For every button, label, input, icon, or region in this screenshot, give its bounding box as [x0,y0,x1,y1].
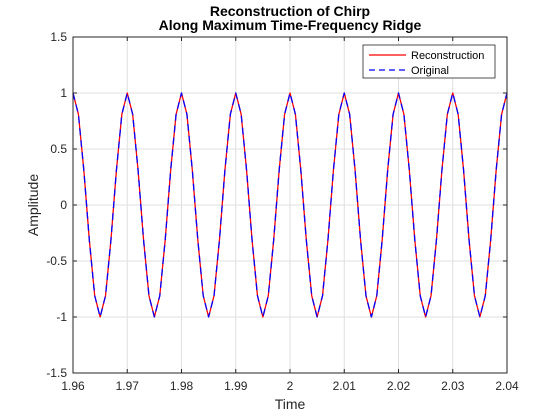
series-line-original [72,92,508,318]
y-tick-label: 0.5 [50,142,67,156]
chart-title-line-2: Along Maximum Time-Frequency Ridge [159,17,422,33]
x-tick-label: 2 [287,379,294,393]
x-tick-label: 1.97 [116,379,140,393]
x-tick-label: 2.01 [333,379,357,393]
y-axis-label: Amplitude [25,174,41,236]
x-tick-label: 1.98 [170,379,194,393]
y-tick-label: 0 [60,198,67,212]
x-axis-label: Time [275,396,306,412]
x-tick-label: 1.96 [61,379,85,393]
y-tick-label: -1.5 [46,366,67,380]
legend-box [362,44,496,79]
series-layer [72,92,508,318]
legend-label-original: Original [411,65,449,77]
x-tick-label: 2.02 [387,379,411,393]
y-tick-label: -1 [56,310,67,324]
y-tick-label: 1 [60,86,67,100]
y-tick-label: -0.5 [46,254,67,268]
x-tick-label: 2.03 [441,379,465,393]
chart-title-line-1: Reconstruction of Chirp [210,3,370,19]
x-tick-label: 2.04 [495,379,519,393]
y-ticks: -1.5 -1 -0.5 0 0.5 1 1.5 [46,30,507,380]
y-tick-label: 1.5 [50,30,67,44]
x-tick-label: 1.99 [224,379,248,393]
x-ticks: 1.96 1.97 1.98 1.99 2 2.01 2.02 2.03 2.04 [61,37,519,393]
legend: Reconstruction Original [362,44,496,79]
legend-label-reconstruction: Reconstruction [411,50,484,62]
